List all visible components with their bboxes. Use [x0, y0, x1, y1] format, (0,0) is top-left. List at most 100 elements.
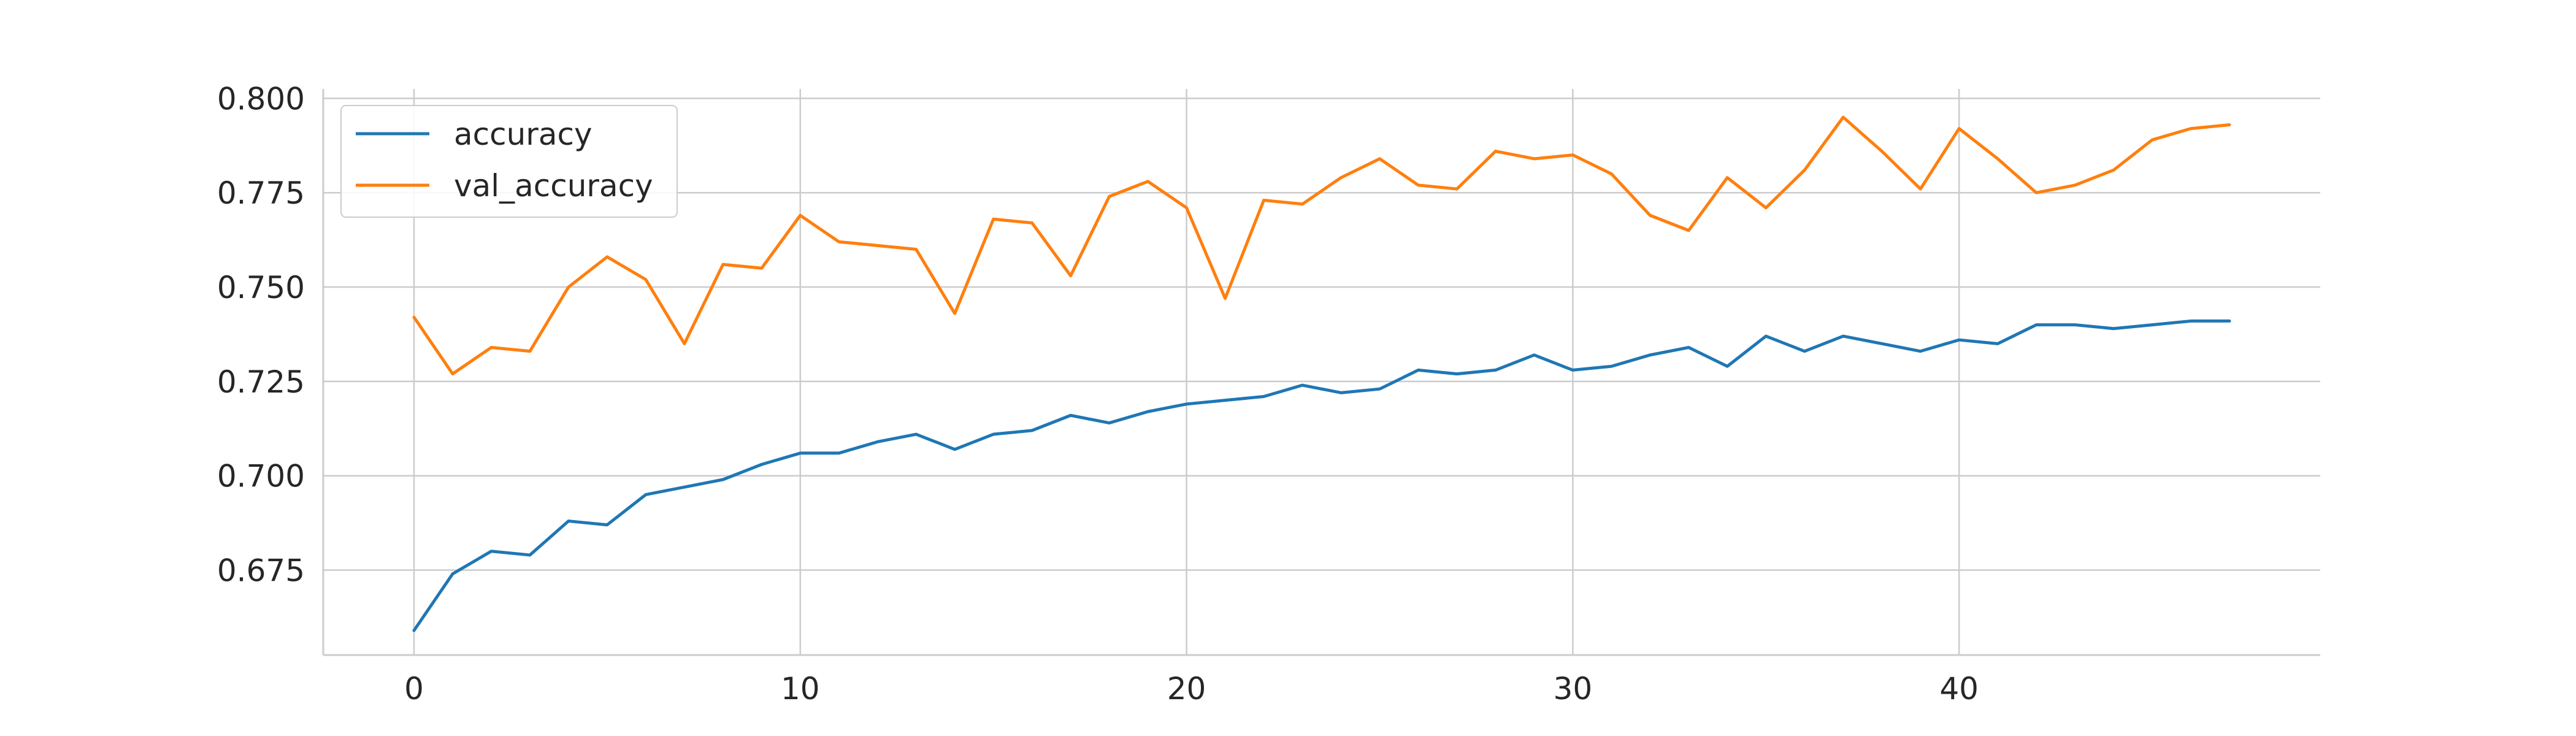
data-point-val-accuracy [1108, 195, 1111, 197]
data-point-val-accuracy [1147, 180, 1149, 183]
data-point-val-accuracy [1803, 169, 1806, 171]
data-point-val-accuracy [1610, 172, 1612, 175]
data-point-accuracy [1571, 369, 1574, 371]
data-point-accuracy [2035, 324, 2037, 326]
x-tick-label: 0 [404, 671, 424, 707]
data-point-val-accuracy [490, 347, 493, 349]
data-point-accuracy [1687, 347, 1690, 349]
data-point-accuracy [645, 493, 647, 496]
grid-layer [323, 89, 2320, 655]
data-point-accuracy [490, 550, 493, 553]
data-point-val-accuracy [2190, 128, 2192, 130]
data-point-val-accuracy [876, 244, 879, 247]
y-axis-ticks: 0.675 0.700 0.725 0.750 0.775 0.800 [217, 81, 305, 588]
data-point-val-accuracy [992, 218, 995, 220]
data-point-val-accuracy [1649, 214, 1651, 217]
data-point-val-accuracy [1340, 177, 1342, 179]
data-point-val-accuracy [1263, 199, 1265, 202]
data-point-val-accuracy [954, 312, 956, 315]
data-point-val-accuracy [722, 263, 724, 266]
data-point-accuracy [2074, 324, 2076, 326]
y-tick-label: 0.725 [217, 364, 305, 400]
y-tick-label: 0.775 [217, 175, 305, 211]
data-point-val-accuracy [1301, 203, 1304, 205]
data-point-accuracy [1417, 369, 1419, 371]
data-point-accuracy [606, 524, 608, 526]
data-point-val-accuracy [1186, 207, 1188, 209]
data-point-val-accuracy [2074, 184, 2076, 186]
data-point-val-accuracy [1726, 177, 1728, 179]
data-point-accuracy [1378, 388, 1381, 390]
data-point-val-accuracy [567, 286, 570, 288]
data-point-accuracy [1610, 365, 1612, 367]
data-point-val-accuracy [1880, 150, 1883, 153]
series-line-accuracy [412, 319, 2231, 632]
data-point-accuracy [722, 478, 724, 481]
data-point-val-accuracy [915, 248, 918, 251]
data-point-val-accuracy [1842, 116, 1844, 118]
x-tick-label: 30 [1554, 671, 1593, 707]
data-point-val-accuracy [2228, 123, 2231, 126]
data-point-val-accuracy [2151, 139, 2153, 141]
data-point-accuracy [1108, 422, 1111, 424]
data-point-val-accuracy [1533, 158, 1535, 160]
data-point-accuracy [451, 573, 454, 575]
data-point-accuracy [683, 486, 686, 488]
data-point-val-accuracy [1765, 207, 1767, 209]
data-point-accuracy [1803, 350, 1806, 353]
data-point-val-accuracy [1378, 158, 1381, 160]
series-layer [412, 115, 2231, 632]
data-point-accuracy [954, 448, 956, 451]
data-point-accuracy [1147, 410, 1149, 413]
data-point-accuracy [1726, 365, 1728, 367]
data-point-accuracy [2151, 324, 2153, 326]
data-point-val-accuracy [1070, 275, 1072, 277]
series-line-val-accuracy [412, 115, 2231, 376]
y-tick-label: 0.675 [217, 553, 305, 589]
data-point-val-accuracy [1494, 150, 1497, 153]
data-point-accuracy [1224, 399, 1227, 402]
data-point-val-accuracy [2035, 191, 2037, 194]
data-point-accuracy [1765, 335, 1767, 337]
data-point-val-accuracy [451, 373, 454, 375]
data-point-accuracy [1649, 354, 1651, 356]
x-tick-label: 20 [1167, 671, 1206, 707]
data-point-accuracy [529, 554, 531, 556]
data-point-val-accuracy [2112, 169, 2115, 171]
data-point-accuracy [2190, 320, 2192, 322]
data-point-accuracy [1958, 339, 1960, 341]
data-point-val-accuracy [799, 214, 802, 217]
y-tick-label: 0.750 [217, 270, 305, 305]
x-axis-ticks: 0 10 20 30 40 [404, 671, 1979, 707]
data-point-val-accuracy [606, 256, 608, 258]
data-point-val-accuracy [1224, 297, 1227, 300]
data-point-val-accuracy [1958, 128, 1960, 130]
data-point-val-accuracy [1031, 221, 1033, 224]
data-point-val-accuracy [645, 278, 647, 281]
data-point-val-accuracy [1571, 154, 1574, 156]
data-point-accuracy [1301, 384, 1304, 386]
data-point-accuracy [2228, 320, 2231, 322]
y-tick-label: 0.800 [217, 81, 305, 117]
data-point-accuracy [1533, 354, 1535, 356]
data-point-accuracy [1919, 350, 1922, 353]
data-point-accuracy [1263, 395, 1265, 397]
data-point-accuracy [413, 629, 415, 632]
data-point-accuracy [1494, 369, 1497, 371]
data-point-accuracy [1070, 414, 1072, 416]
data-point-accuracy [567, 520, 570, 523]
data-point-accuracy [1842, 335, 1844, 337]
data-point-accuracy [876, 440, 879, 443]
data-point-val-accuracy [1919, 188, 1922, 190]
legend: accuracy val_accuracy [340, 105, 678, 218]
data-point-accuracy [761, 463, 763, 466]
data-point-accuracy [1455, 373, 1458, 375]
data-point-accuracy [838, 452, 840, 454]
data-point-accuracy [1880, 342, 1883, 345]
data-point-val-accuracy [1417, 184, 1419, 186]
legend-label-val-accuracy: val_accuracy [454, 168, 653, 204]
data-point-accuracy [1186, 403, 1188, 405]
data-point-accuracy [799, 452, 802, 454]
data-point-val-accuracy [761, 267, 763, 269]
